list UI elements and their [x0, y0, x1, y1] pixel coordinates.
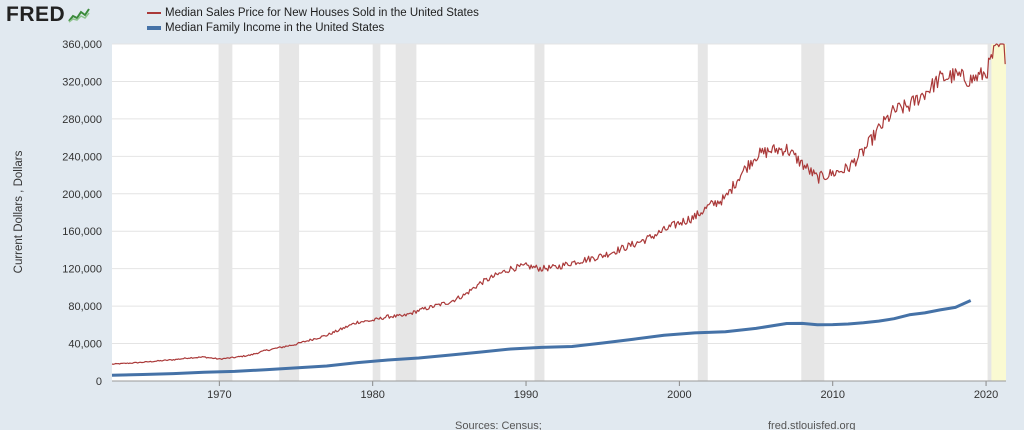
y-tick-label: 120,000 — [62, 264, 102, 276]
fred-logo[interactable]: FRED — [6, 3, 91, 27]
recession-band — [801, 44, 825, 381]
legend-swatch-family-income — [147, 26, 161, 30]
x-tick-label: 2020 — [974, 389, 998, 401]
plot-area[interactable] — [112, 44, 1006, 381]
legend-label-family-income: Median Family Income in the United State… — [165, 22, 385, 34]
y-tick-label: 320,000 — [62, 76, 102, 88]
legend-item-family-income[interactable]: Median Family Income in the United State… — [147, 21, 479, 35]
legend-swatch-house-price — [147, 12, 161, 14]
y-tick-label: 200,000 — [62, 189, 102, 201]
y-tick-label: 280,000 — [62, 114, 102, 126]
legend-label-house-price: Median Sales Price for New Houses Sold i… — [165, 7, 479, 19]
series-lines — [111, 43, 1006, 377]
recession-band — [987, 44, 992, 381]
x-tick-label: 2010 — [820, 389, 844, 401]
recession-band — [395, 44, 417, 381]
y-tick-label: 40,000 — [68, 339, 102, 351]
y-tick-label: 80,000 — [68, 301, 102, 313]
legend: Median Sales Price for New Houses Sold i… — [147, 6, 479, 36]
y-tick-label: 240,000 — [62, 151, 102, 163]
recession-band — [372, 44, 381, 381]
site-url[interactable]: fred.stlouisfed.org — [768, 420, 855, 430]
y-tick-label: 160,000 — [62, 226, 102, 238]
sources-text: Sources: Census; — [455, 420, 542, 430]
line-chart-icon — [68, 7, 91, 23]
axes: 0 40,000 80,000 120,000 160,000 200,000 240,00… — [62, 39, 1006, 401]
recession-band — [534, 44, 545, 381]
x-tick-label: 1970 — [207, 389, 231, 401]
series-line-family-income[interactable] — [111, 299, 972, 377]
series-line-house-price[interactable] — [111, 43, 1006, 365]
recession-band — [279, 44, 300, 381]
current-period-band — [987, 44, 1006, 381]
x-tick-label: 1980 — [360, 389, 384, 401]
x-tick-label: 2000 — [667, 389, 691, 401]
recession-band — [218, 44, 233, 381]
y-axis-title: Current Dollars , Dollars — [13, 150, 25, 273]
y-tick-label: 360,000 — [62, 39, 102, 51]
x-tick-label: 1990 — [514, 389, 538, 401]
logo-text: FRED — [6, 3, 66, 26]
y-tick-label: 0 — [96, 376, 102, 388]
legend-item-house-price[interactable]: Median Sales Price for New Houses Sold i… — [147, 6, 479, 20]
